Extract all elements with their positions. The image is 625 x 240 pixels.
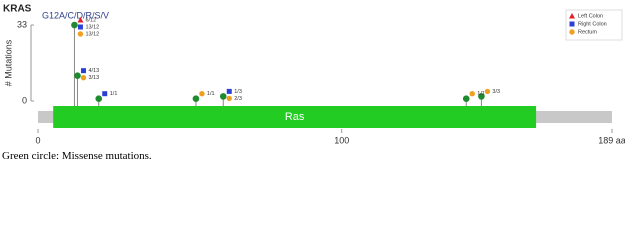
marker <box>569 13 575 19</box>
legend-box <box>565 9 623 41</box>
lollipop-head <box>95 95 103 102</box>
point-label: 1/1 <box>207 91 215 97</box>
marker <box>80 68 86 74</box>
marker <box>77 17 84 23</box>
domain-label: Ras <box>285 111 305 123</box>
point-label: 3/13 <box>88 75 99 81</box>
lollipop-head <box>478 93 485 100</box>
legend-label: Rectum <box>578 29 597 35</box>
marker <box>226 95 232 102</box>
x-tick-label: 0 <box>35 135 40 145</box>
page: KRAS G12A/C/D/R/S/V # Mutations 0 33 0 100 1… <box>2 3 625 162</box>
marker <box>484 88 491 95</box>
y-axis-label: # Mutations <box>3 39 13 86</box>
marker <box>199 90 205 97</box>
lollipop-head <box>74 72 81 79</box>
point-label: 1/1 <box>477 91 485 97</box>
point-label: 4/13 <box>88 68 99 74</box>
chart: KRAS G12A/C/D/R/S/V # Mutations 0 33 0 100 1… <box>3 4 625 146</box>
marker <box>469 90 475 97</box>
marker <box>77 31 84 37</box>
point-label: 1/1 <box>110 91 118 97</box>
lollipop-head <box>71 21 78 29</box>
caption: Green circle: Missense mutations. <box>2 150 152 162</box>
point-label: 1/3 <box>234 89 242 95</box>
point-label: 3/3 <box>492 89 500 95</box>
point-label: 2/3 <box>234 96 242 102</box>
x-tick-label: 100 <box>334 135 349 145</box>
point-label: 13/12 <box>85 31 99 37</box>
lollipop-head <box>192 95 200 102</box>
chart-title: KRAS <box>3 4 32 15</box>
y-tick-label: 0 <box>22 95 27 105</box>
marker <box>80 74 87 81</box>
marker <box>569 29 575 35</box>
lollipop-head <box>462 95 470 102</box>
legend-label: Right Colon <box>578 21 607 27</box>
y-tick-label: 33 <box>17 19 27 29</box>
marker <box>226 88 232 94</box>
domain <box>53 106 537 128</box>
legend-label: Left Colon <box>578 13 603 19</box>
marker <box>569 21 575 27</box>
lollipop-head <box>219 93 227 100</box>
annotation: G12A/C/D/R/S/V <box>42 10 109 20</box>
point-label: 13/12 <box>85 24 99 30</box>
point-label: 6/12 <box>85 17 96 23</box>
marker <box>77 24 83 30</box>
x-tick-label: 189 aa <box>598 135 625 145</box>
marker <box>102 91 108 97</box>
